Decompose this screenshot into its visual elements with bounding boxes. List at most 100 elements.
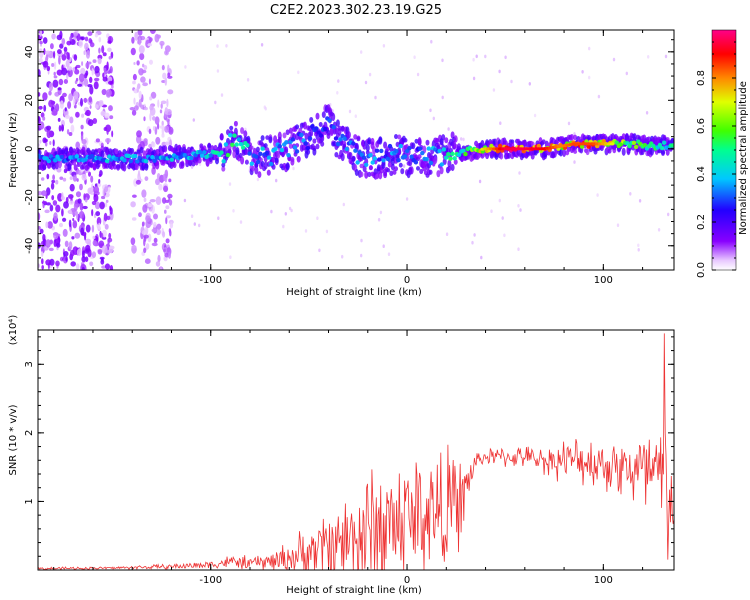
ridge-core: [152, 158, 157, 163]
ridge-core: [355, 160, 360, 165]
ridge-core: [232, 133, 237, 138]
noise-blob: [588, 46, 591, 51]
ridge-core: [402, 154, 408, 159]
noise-blob: [81, 173, 87, 181]
noise-blob: [111, 84, 114, 89]
noise-blob: [484, 54, 487, 59]
ridge-core: [104, 158, 110, 164]
ridge-halo: [312, 138, 317, 144]
noise-blob: [130, 201, 136, 208]
noise-blob: [109, 115, 114, 120]
ridge-core: [299, 132, 304, 138]
noise-blob: [143, 65, 148, 70]
noise-blob: [64, 240, 69, 247]
noise-blob: [84, 256, 89, 263]
ridge-halo: [144, 162, 149, 171]
ridge-halo: [368, 165, 373, 171]
ridge-halo: [453, 143, 458, 149]
ridge-halo: [353, 134, 358, 140]
ridge-core: [247, 151, 252, 156]
noise-blob: [360, 253, 363, 258]
ridge-halo: [367, 171, 372, 177]
noise-blob: [79, 202, 84, 211]
ridge-halo: [268, 136, 273, 144]
noise-blob: [55, 103, 60, 112]
y-tick-label: -40: [24, 238, 35, 254]
noise-blob: [72, 98, 76, 106]
noise-blob: [157, 254, 161, 263]
ridge-halo: [573, 134, 578, 141]
noise-blob: [72, 32, 79, 37]
noise-blob: [336, 91, 339, 95]
noise-blob: [360, 238, 363, 243]
ridge-halo: [72, 160, 77, 166]
noise-blob: [59, 43, 64, 49]
noise-blob: [290, 208, 293, 213]
ridge-halo: [364, 170, 369, 179]
noise-blob: [145, 243, 150, 250]
ridge-core: [670, 143, 674, 148]
ridge-core: [398, 143, 403, 149]
noise-blob: [61, 38, 66, 45]
ridge-core: [143, 159, 149, 164]
ridge-halo: [266, 169, 271, 176]
ridge-halo: [243, 130, 248, 138]
ridge-halo: [122, 148, 127, 156]
ridge-halo: [367, 137, 372, 145]
noise-blob: [46, 187, 51, 196]
ridge-core: [260, 146, 265, 151]
ridge-core: [303, 141, 308, 146]
noise-blob: [41, 265, 44, 270]
noise-blob: [53, 75, 58, 79]
ridge-halo: [450, 163, 455, 172]
noise-blob: [163, 248, 166, 253]
ridge-core: [657, 142, 663, 148]
noise-blob: [43, 104, 47, 112]
ridge-core: [601, 138, 606, 144]
noise-blob: [138, 212, 142, 218]
noise-blob: [246, 78, 250, 82]
noise-blob: [38, 116, 41, 124]
ridge-core: [59, 154, 64, 160]
noise-blob: [155, 178, 160, 186]
ridge-halo: [263, 143, 268, 149]
noise-blob: [42, 37, 48, 44]
ridge-halo: [207, 148, 212, 154]
noise-blob: [68, 132, 73, 136]
noise-blob: [292, 166, 295, 171]
noise-blob: [81, 139, 87, 145]
noise-blob: [144, 176, 149, 182]
ridge-halo: [354, 142, 359, 150]
ridge-halo: [232, 150, 237, 159]
noise-blob: [68, 241, 73, 250]
x-tick-label: 0: [404, 575, 410, 586]
ridge-halo: [257, 171, 262, 179]
noise-blob: [164, 77, 168, 86]
ridge-halo: [255, 146, 260, 153]
noise-blob: [76, 248, 82, 256]
ridge-core: [277, 144, 282, 149]
noise-blob: [108, 245, 114, 254]
noise-blob: [136, 60, 140, 66]
ridge-halo: [416, 166, 420, 171]
colorbar-tick-label: 0.6: [696, 118, 707, 134]
noise-blob: [133, 62, 136, 65]
noise-blob: [382, 44, 386, 48]
noise-blob: [61, 124, 64, 132]
ridge-halo: [276, 150, 281, 159]
snr-y-axis-label: SNR (10 * v/v): [8, 404, 19, 475]
ridge-halo: [219, 132, 224, 141]
snr-ticks: -100 0 100 1 2 3: [24, 330, 674, 586]
noise-blob: [567, 121, 571, 126]
noise-blob: [41, 251, 44, 257]
noise-blob: [51, 33, 56, 40]
ridge-peak: [609, 142, 615, 146]
ridge-core: [631, 140, 637, 145]
ridge-halo: [409, 166, 414, 175]
noise-blob: [104, 186, 109, 193]
noise-blob: [57, 87, 62, 91]
noise-blob: [62, 92, 67, 98]
ridge-halo: [306, 148, 311, 155]
noise-blob: [91, 68, 94, 76]
ridge-halo: [621, 147, 626, 156]
